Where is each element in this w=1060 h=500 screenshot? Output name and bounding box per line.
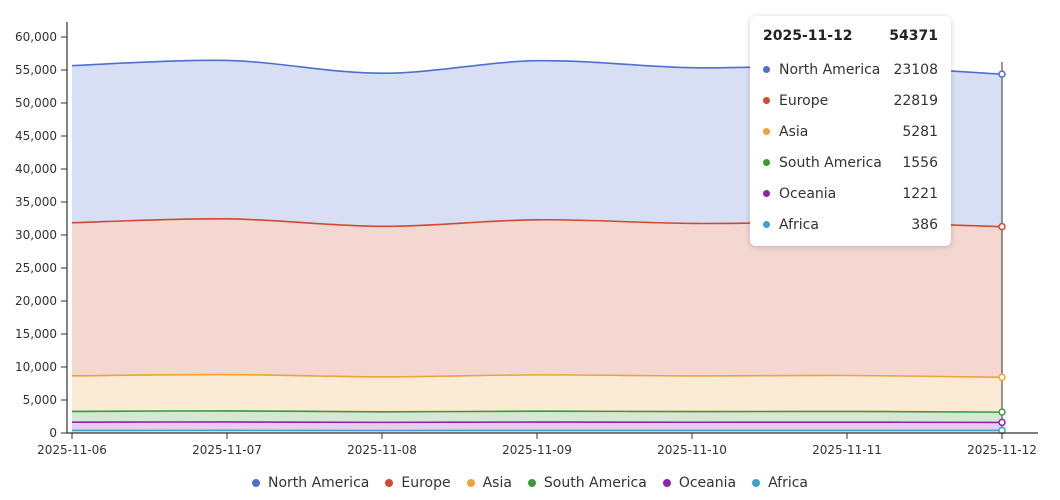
tooltip-row: Africa 386: [763, 209, 938, 240]
tooltip-series-name: Europe: [779, 92, 829, 109]
tooltip-row: Asia 5281: [763, 116, 938, 147]
legend-marker-icon: [385, 479, 394, 487]
tooltip-total: 54371: [889, 28, 938, 44]
hover-point: [998, 70, 1006, 78]
legend-label: South America: [543, 475, 647, 491]
legend-marker-icon: [466, 479, 475, 487]
y-tick-label: 55,000: [15, 63, 57, 77]
hover-point: [998, 373, 1006, 382]
x-tick-label: 2025-11-11: [812, 443, 882, 457]
tooltip-series-name: Africa: [779, 216, 819, 233]
tooltip-row: Europe 22819: [763, 85, 938, 116]
series-marker-icon: [763, 159, 770, 166]
line-asia: [71, 373, 1003, 379]
series-marker-icon: [763, 221, 770, 228]
x-tick-label: 2025-11-10: [657, 443, 727, 457]
hover-point: [998, 408, 1006, 416]
legend-label: Oceania: [678, 475, 737, 491]
series-marker-icon: [763, 66, 770, 73]
x-tick-label: 2025-11-12: [967, 443, 1037, 457]
legend-item[interactable]: Asia: [466, 475, 512, 491]
tooltip-series-value: 1221: [902, 185, 938, 202]
series-marker-icon: [763, 128, 770, 135]
y-tick-label: 50,000: [15, 96, 57, 110]
tooltip-row: South America 1556: [763, 147, 938, 178]
legend-item[interactable]: North America: [251, 475, 370, 491]
legend-marker-icon: [752, 479, 761, 487]
series-marker-icon: [763, 97, 770, 104]
legend-item[interactable]: South America: [527, 475, 647, 491]
y-tick-label: 0: [49, 426, 57, 440]
tooltip-date: 2025-11-12: [763, 28, 853, 44]
tooltip-series-name: South America: [779, 154, 882, 171]
tooltip-series-name: North America: [779, 61, 881, 78]
x-tick-label: 2025-11-08: [347, 443, 417, 457]
tooltip-series-value: 5281: [902, 123, 938, 140]
area-asia: [72, 374, 1002, 413]
legend-item[interactable]: Oceania: [662, 475, 737, 491]
legend-label: Africa: [768, 475, 809, 491]
area-europe: [72, 218, 1002, 378]
y-tick-label: 5,000: [23, 393, 57, 407]
legend: North America Europe Asia South America Ocea…: [0, 475, 1060, 491]
x-tick-label: 2025-11-06: [37, 443, 107, 457]
hover-point: [998, 222, 1006, 231]
tooltip-header: 2025-11-12 54371: [763, 28, 938, 54]
tooltip: 2025-11-12 54371 North America 23108 Europ…: [750, 16, 951, 246]
line-south-america: [71, 410, 1003, 413]
legend-marker-icon: [662, 479, 671, 487]
series-marker-icon: [763, 190, 770, 197]
y-tick-label: 60,000: [15, 30, 57, 44]
legend-marker-icon: [527, 479, 536, 487]
tooltip-series-name: Asia: [779, 123, 809, 140]
y-tick-label: 35,000: [15, 195, 57, 209]
legend-item[interactable]: Africa: [752, 475, 808, 491]
tooltip-series-value: 23108: [893, 61, 938, 78]
legend-label: North America: [267, 475, 370, 491]
area-oceania: [72, 421, 1002, 431]
tooltip-series-name: Oceania: [779, 185, 837, 202]
legend-label: Europe: [401, 475, 451, 491]
tooltip-row: North America 23108: [763, 54, 938, 85]
legend-item[interactable]: Europe: [385, 475, 451, 491]
y-tick-label: 15,000: [15, 327, 57, 341]
legend-marker-icon: [251, 479, 260, 487]
area-south-america: [72, 410, 1002, 423]
y-tick-label: 30,000: [15, 228, 57, 242]
x-tick-label: 2025-11-07: [192, 443, 262, 457]
tooltip-series-value: 1556: [902, 154, 938, 171]
y-tick-label: 45,000: [15, 129, 57, 143]
hover-point: [998, 418, 1006, 427]
tooltip-series-value: 386: [911, 216, 938, 233]
y-tick-label: 40,000: [15, 162, 57, 176]
tooltip-row: Oceania 1221: [763, 178, 938, 209]
x-tick-label: 2025-11-09: [502, 443, 572, 457]
legend-label: Asia: [482, 475, 512, 491]
tooltip-series-value: 22819: [893, 92, 938, 109]
y-tick-label: 20,000: [15, 294, 57, 308]
y-tick-label: 10,000: [15, 360, 57, 374]
y-tick-label: 25,000: [15, 261, 57, 275]
